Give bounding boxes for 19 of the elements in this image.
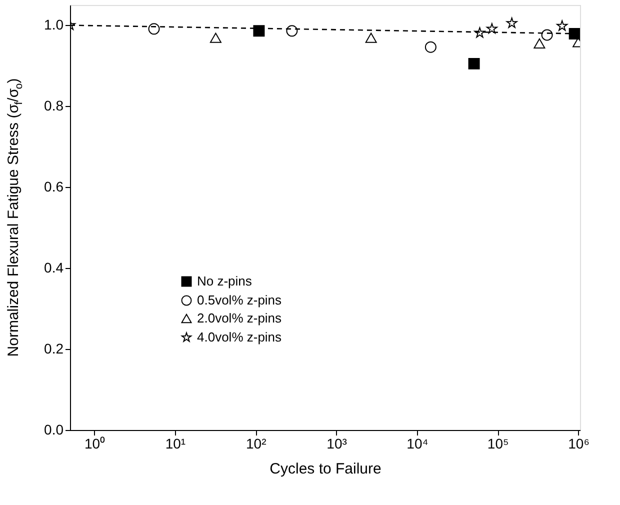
legend-label: 2.0vol% z-pins [197, 310, 282, 326]
x-tick-label: 10¹ [165, 436, 186, 452]
x-axis-title: Cycles to Failure [270, 460, 382, 478]
x-tick-label: 10² [246, 436, 267, 452]
y-tick-label: 0.0 [44, 422, 64, 438]
x-tick-label: 10³ [326, 436, 348, 452]
legend-label: 0.5vol% z-pins [197, 292, 282, 308]
y-tick-label: 0.2 [44, 340, 64, 357]
y-tick-label: 0.8 [44, 98, 64, 114]
legend-label: 4.0vol% z-pins [197, 330, 282, 344]
x-tick-label: 10⁰ [84, 436, 106, 452]
x-tick-label: 10⁶ [568, 436, 590, 452]
y-tick-label: 0.4 [44, 260, 64, 276]
y-tick-label: 0.6 [44, 178, 64, 195]
x-tick-label: 10⁴ [406, 436, 428, 452]
y-tick-label: 1.0 [44, 16, 64, 33]
y-axis-title: Normalized Flexural Fatigue Stress (σf/σo) [5, 78, 25, 357]
legend-label: No z-pins [197, 274, 252, 288]
x-tick-label: 10⁵ [487, 436, 509, 452]
